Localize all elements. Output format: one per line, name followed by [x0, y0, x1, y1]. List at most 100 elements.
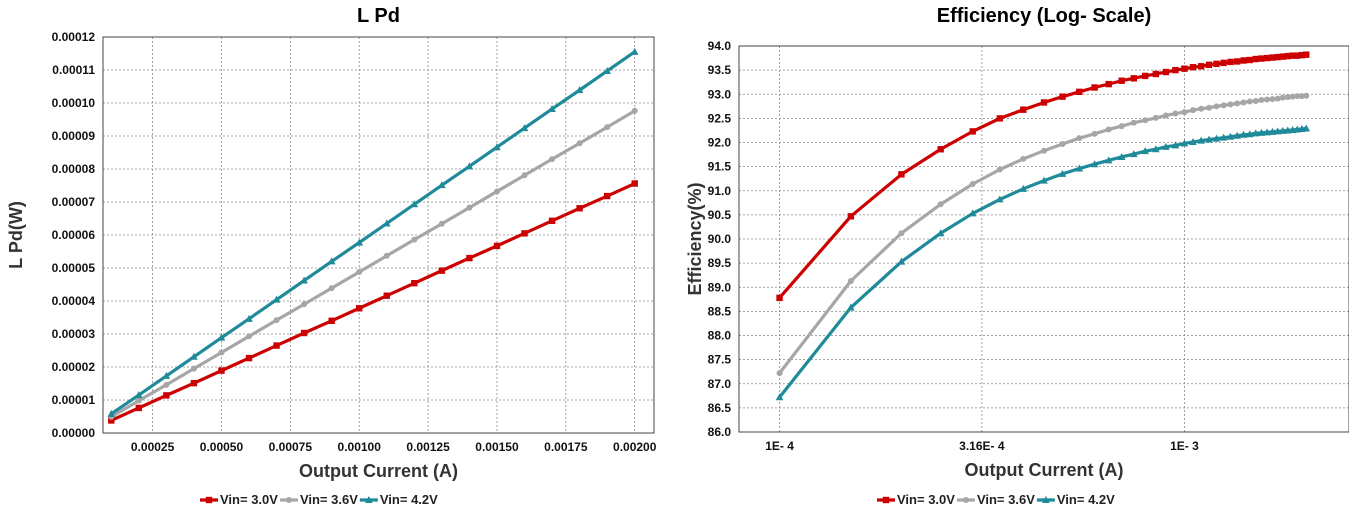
data-point	[996, 195, 1004, 203]
data-point	[438, 181, 446, 189]
x-axis-title: Output Current (A)	[965, 460, 1124, 480]
data-point	[163, 381, 170, 388]
data-point	[1220, 59, 1227, 67]
data-point	[1162, 68, 1170, 76]
data-point	[996, 166, 1003, 173]
data-point	[548, 104, 556, 112]
data-point	[493, 188, 500, 195]
legend-entry-label: Vin= 3.6V	[300, 492, 358, 507]
data-point	[1130, 119, 1137, 126]
data-point	[135, 391, 143, 399]
series-2	[108, 107, 638, 420]
data-point	[847, 303, 855, 311]
data-point	[246, 333, 253, 340]
y-tick-label: 0.00001	[52, 393, 96, 407]
data-point	[1294, 52, 1301, 59]
data-point	[1141, 72, 1149, 80]
data-point	[301, 301, 308, 308]
data-point	[521, 230, 528, 237]
data-point	[1189, 138, 1197, 146]
data-point	[630, 47, 639, 55]
data-point	[1226, 132, 1235, 140]
data-point	[1251, 129, 1260, 137]
x-tick-label: 0.00075	[269, 440, 313, 454]
legend-swatch-marker	[1042, 496, 1050, 503]
legend-entry-label: Vin= 4.2V	[1057, 492, 1115, 507]
data-point	[1162, 112, 1169, 119]
data-point	[217, 333, 226, 341]
y-tick-label: 0.00002	[52, 360, 96, 374]
data-point	[383, 252, 390, 259]
data-point	[107, 409, 116, 417]
data-point	[108, 417, 115, 424]
data-point	[162, 371, 171, 379]
legend: Vin= 3.0V Vin= 3.6V Vin= 4.2V	[200, 492, 438, 507]
data-point	[1058, 169, 1067, 177]
data-point	[1205, 104, 1212, 111]
y-tick-label: 87.5	[708, 353, 732, 367]
legend-entry-label: Vin= 3.0V	[897, 492, 955, 507]
data-point	[1090, 160, 1099, 168]
data-point	[937, 146, 944, 153]
legend-entry-label: Vin= 4.2V	[380, 492, 438, 507]
legend-swatch-marker	[882, 496, 890, 504]
data-point	[1076, 88, 1083, 96]
data-point	[1213, 60, 1220, 68]
data-point	[1059, 140, 1066, 147]
x-tick-label: 0.00125	[406, 440, 450, 454]
y-tick-label: 91.5	[708, 160, 732, 174]
y-tick-label: 88.5	[708, 304, 732, 318]
data-point	[466, 254, 473, 262]
data-point	[1189, 64, 1197, 71]
data-point	[847, 213, 855, 220]
data-point	[1181, 109, 1188, 116]
data-point	[1269, 96, 1276, 103]
data-point	[1227, 101, 1234, 108]
y-tick-label: 89.5	[708, 256, 732, 270]
y-tick-label: 92.5	[708, 111, 732, 125]
y-tick-label: 93.0	[708, 87, 732, 101]
data-point	[466, 204, 473, 211]
series-line	[778, 53, 1307, 299]
data-point	[1152, 114, 1159, 121]
y-tick-label: 0.00006	[52, 228, 96, 242]
data-point	[1252, 55, 1259, 63]
data-point	[135, 397, 142, 404]
x-tick-label: 0.00050	[200, 440, 244, 454]
data-point	[1269, 54, 1276, 61]
data-point	[1059, 93, 1066, 100]
data-point	[1258, 55, 1265, 62]
series-3	[107, 47, 639, 417]
data-point	[1041, 147, 1048, 154]
y-tick-label: 0.00010	[52, 96, 96, 110]
data-point	[936, 229, 945, 237]
x-tick-label: 1E- 3	[1170, 439, 1199, 453]
data-point	[1302, 124, 1311, 132]
y-tick-label: 0.00004	[52, 294, 96, 308]
data-point	[1298, 93, 1305, 100]
data-point	[1105, 80, 1112, 88]
x-tick-label: 0.00150	[475, 440, 519, 454]
data-point	[897, 257, 906, 265]
data-point	[1181, 65, 1188, 72]
data-point	[775, 393, 784, 401]
data-point	[1273, 127, 1282, 135]
data-point	[1205, 61, 1213, 69]
data-point	[1298, 51, 1306, 59]
data-point	[1105, 126, 1112, 133]
data-point	[382, 219, 391, 227]
chart-title: L Pd	[357, 5, 400, 27]
data-point	[1142, 117, 1149, 124]
data-point	[1117, 152, 1126, 160]
data-point	[465, 162, 474, 170]
data-point	[327, 257, 336, 265]
data-point	[631, 107, 638, 114]
y-tick-label: 90.5	[708, 208, 732, 222]
y-tick-label: 0.00003	[52, 327, 96, 341]
data-point	[410, 200, 419, 208]
y-tick-label: 0.00012	[52, 30, 96, 44]
data-point	[1205, 135, 1213, 143]
series-line	[110, 50, 636, 416]
legend-swatch-marker	[285, 497, 292, 503]
data-point	[847, 277, 854, 284]
